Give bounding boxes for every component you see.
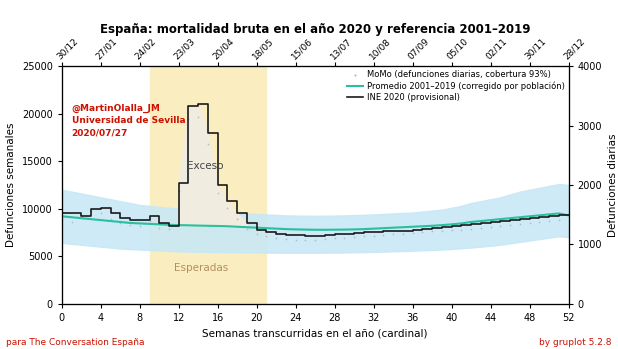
Point — [505, 222, 515, 228]
Point — [535, 219, 544, 225]
Point — [232, 216, 242, 222]
Point — [408, 231, 418, 236]
Point — [554, 217, 564, 223]
Point — [300, 237, 310, 243]
Point — [184, 116, 193, 121]
Point — [261, 233, 271, 239]
Text: Exceso: Exceso — [187, 161, 223, 171]
Point — [57, 217, 67, 223]
Point — [437, 228, 447, 233]
Point — [281, 236, 291, 242]
Point — [135, 223, 145, 229]
Point — [320, 236, 330, 242]
Point — [145, 218, 154, 224]
Point — [486, 224, 496, 230]
Point — [466, 226, 476, 231]
Point — [369, 233, 379, 239]
Point — [525, 220, 535, 226]
Point — [417, 230, 427, 235]
Title: España: mortalidad bruta en el año 2020 y referencia 2001–2019: España: mortalidad bruta en el año 2020 … — [100, 23, 530, 36]
Legend: MoMo (defunciones diarias, cobertura 93%), Promedio 2001–2019 (corregido por pob: MoMo (defunciones diarias, cobertura 93%… — [347, 70, 564, 102]
Point — [398, 231, 408, 237]
Point — [544, 218, 554, 224]
Point — [349, 235, 359, 240]
Point — [310, 237, 320, 243]
X-axis label: Semanas transcurridas en el año (cardinal): Semanas transcurridas en el año (cardina… — [203, 328, 428, 338]
Point — [457, 227, 467, 232]
Point — [242, 226, 252, 231]
Point — [222, 205, 232, 210]
Point — [116, 220, 125, 226]
Point — [106, 216, 116, 222]
Point — [388, 231, 398, 237]
Point — [67, 219, 77, 225]
Point — [515, 221, 525, 227]
Point — [496, 223, 506, 229]
Point — [77, 213, 87, 218]
Point — [290, 237, 300, 242]
Text: @MartinOlalla_JM
Universidad de Sevilla
2020/07/27: @MartinOlalla_JM Universidad de Sevilla … — [72, 104, 185, 137]
Point — [164, 226, 174, 231]
Point — [447, 227, 457, 232]
Point — [378, 232, 388, 238]
Bar — [150, 66, 266, 304]
Point — [252, 231, 261, 237]
Point — [86, 208, 96, 213]
Point — [174, 188, 184, 193]
Text: para The Conversation España: para The Conversation España — [6, 338, 145, 347]
Point — [154, 225, 164, 230]
Point — [193, 114, 203, 119]
Point — [339, 235, 349, 241]
Point — [96, 211, 106, 216]
Text: Esperadas: Esperadas — [174, 262, 228, 273]
Point — [213, 190, 222, 195]
Point — [359, 233, 369, 239]
Point — [203, 141, 213, 147]
Y-axis label: Defunciones semanales: Defunciones semanales — [6, 123, 16, 247]
Point — [427, 229, 437, 234]
Text: by gruplot 5.2.8: by gruplot 5.2.8 — [540, 338, 612, 347]
Point — [476, 225, 486, 230]
Y-axis label: Defunciones diarias: Defunciones diarias — [607, 133, 618, 237]
Point — [125, 222, 135, 228]
Point — [271, 235, 281, 241]
Point — [330, 235, 340, 241]
